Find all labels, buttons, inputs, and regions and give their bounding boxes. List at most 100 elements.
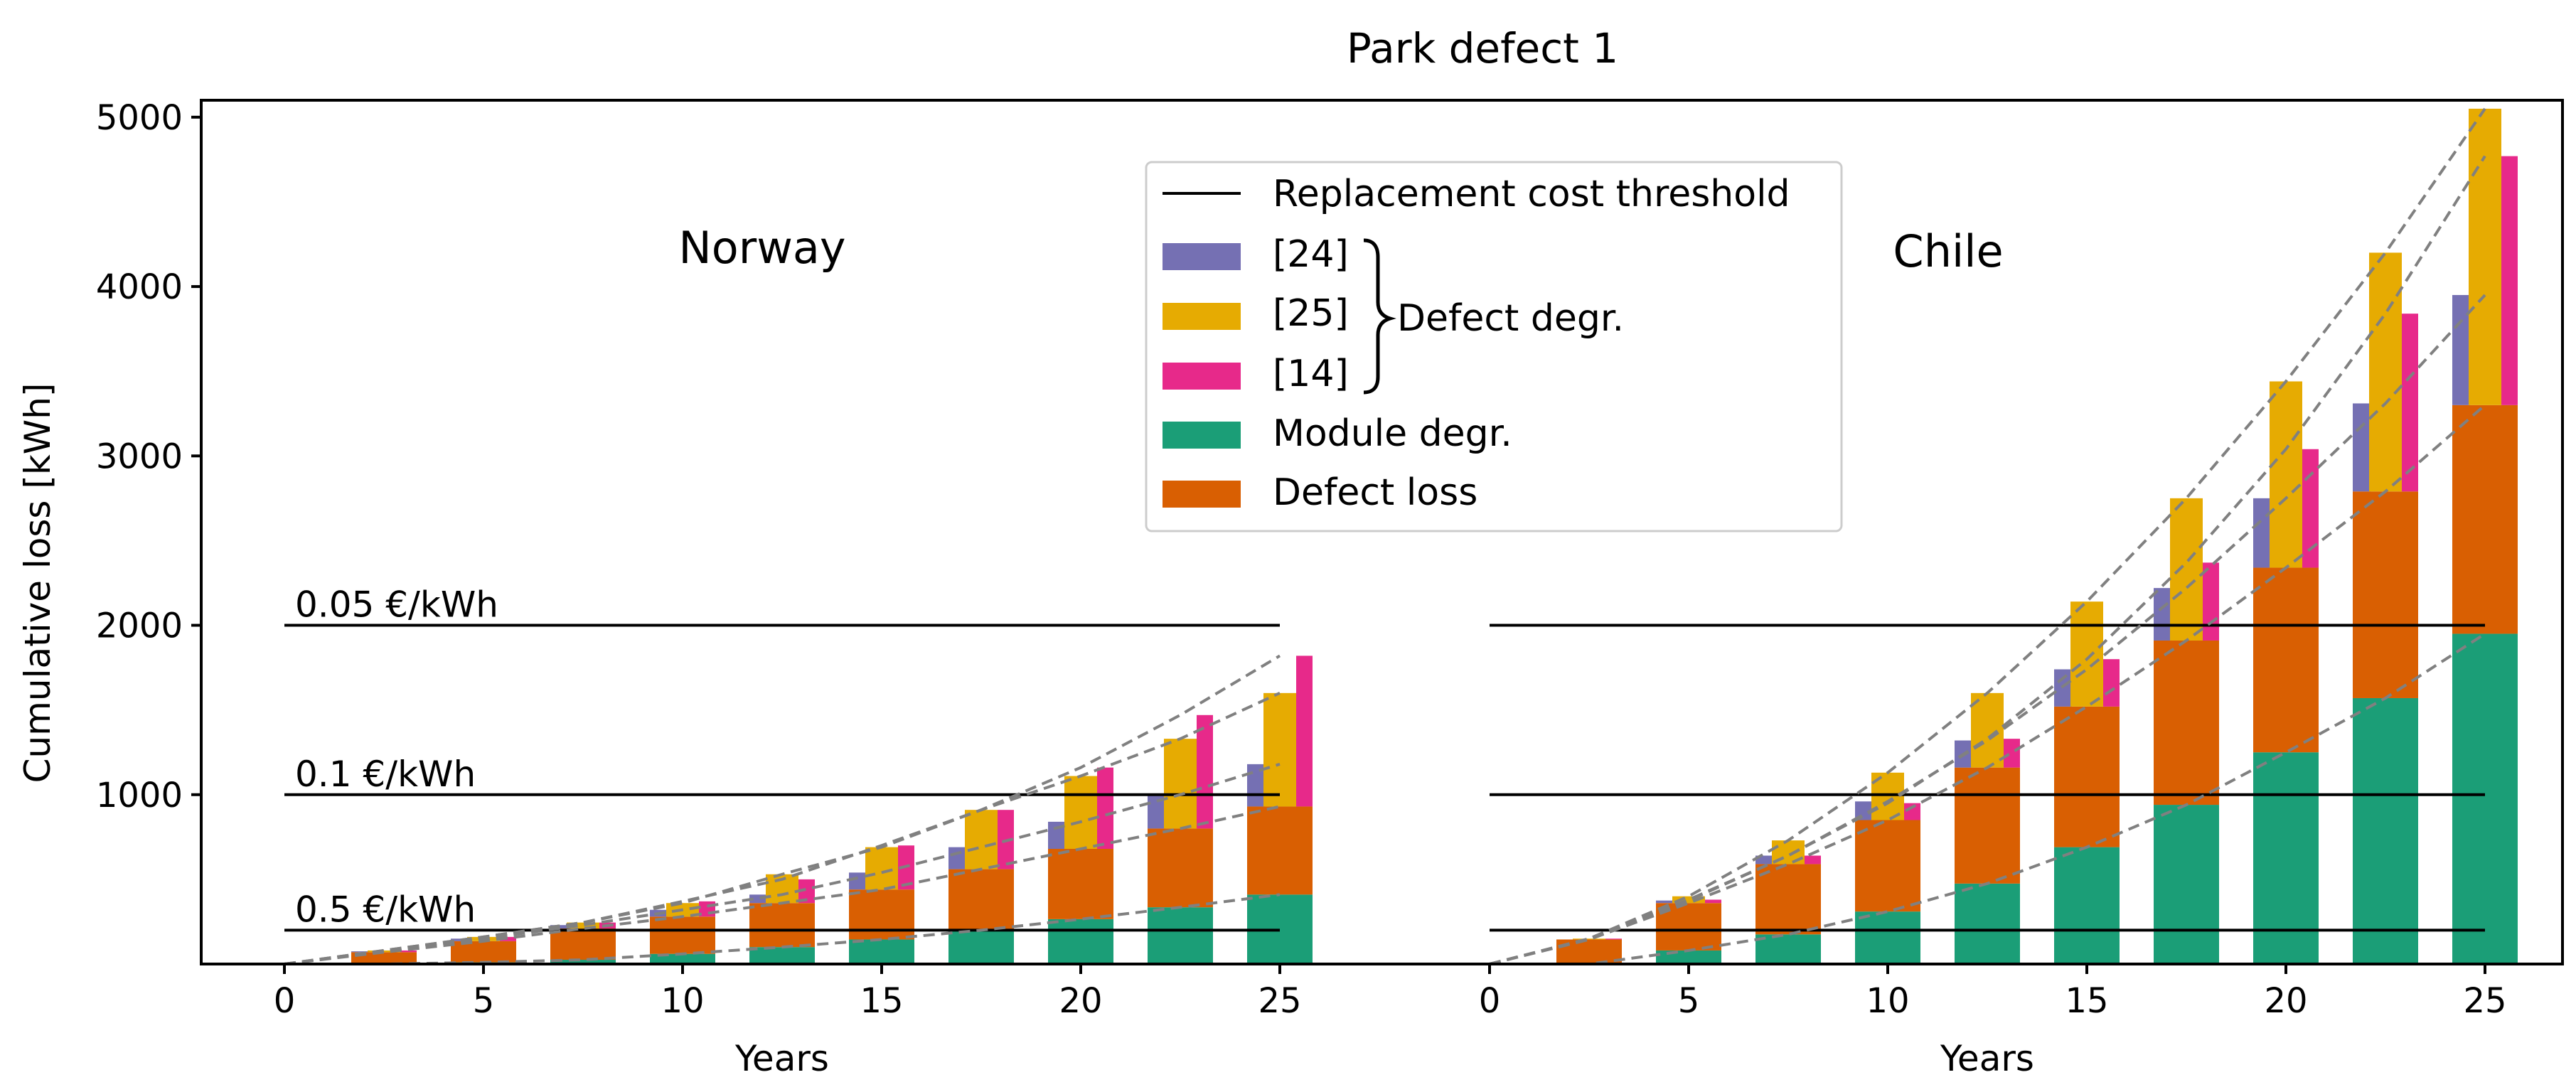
legend-label-threshold: Replacement cost threshold [1273,173,1790,215]
bar-module-chile-4 [1955,883,2020,964]
bar-d25-norway-7 [1064,776,1097,849]
bar-d24-chile-7 [2253,498,2271,568]
x-tick-label-chile-2: 10 [1866,981,1909,1021]
y-axis-label: Cumulative loss [kWh] [17,383,58,783]
bar-d24-chile-2 [1755,855,1773,864]
bar-module-chile-1 [1656,950,1721,964]
bar-defect-loss-norway-2 [550,928,616,960]
bar-d14-norway-9 [1296,655,1313,807]
legend-label-defect-loss: Defect loss [1273,471,1477,514]
bar-defect-loss-norway-4 [749,903,815,948]
bar-d25-chile-4 [1971,692,2004,768]
bar-d25-chile-5 [2070,601,2103,707]
x-tick-label-chile-4: 20 [2264,981,2307,1021]
bar-d14-chile-0 [1605,938,1622,940]
x-tick-label-norway-5: 25 [1258,981,1301,1021]
bar-d25-chile-0 [1573,938,1605,940]
bar-module-chile-8 [2353,697,2418,964]
bar-d14-chile-2 [1805,855,1821,864]
bar-d25-norway-2 [567,922,599,928]
bar-d24-norway-0 [351,951,369,953]
bar-d14-chile-3 [1904,803,1920,820]
bar-d24-chile-1 [1656,900,1674,904]
trend-defect_loss-chile [1489,404,2486,965]
bar-defect-loss-norway-8 [1148,828,1213,908]
bar-d24-norway-9 [1247,764,1265,807]
plot-frame [200,99,2564,965]
bar-d25-norway-0 [368,950,400,953]
bar-module-norway-2 [550,960,616,964]
bar-defect-loss-norway-7 [1048,849,1113,919]
bar-module-norway-5 [849,939,914,964]
bar-defect-loss-norway-0 [351,952,417,964]
y-tick-label-1: 2000 [96,606,183,646]
x-tick-label-norway-1: 5 [473,981,495,1021]
trend-defect_loss-norway [284,805,1281,965]
trend-module-chile [1490,632,2486,965]
bar-d24-norway-1 [451,938,469,941]
threshold-label-1: 0.1 €/kWh [295,754,476,795]
trend-d14-chile [1489,155,2486,965]
x-tick-label-chile-5: 25 [2463,981,2506,1021]
bar-defect-loss-chile-9 [2452,405,2518,634]
x-tick-label-norway-4: 20 [1059,981,1102,1021]
panel-label-chile: Chile [1893,225,2003,277]
legend-swatch-14 [1163,363,1241,390]
legend-swatch-defect-loss [1163,481,1241,508]
bar-d24-norway-4 [749,894,767,904]
bar-d14-norway-0 [400,950,417,953]
threshold-label-2: 0.5 €/kWh [295,889,476,930]
legend-label-module: Module degr. [1273,412,1512,455]
legend: Replacement cost threshold [24] [25] [14… [1145,161,1843,532]
bar-module-norway-3 [650,953,715,964]
bar-defect-loss-chile-2 [1755,864,1821,935]
trend-d14-norway [284,654,1281,965]
bar-d14-norway-1 [500,936,516,941]
bar-d25-chile-8 [2369,252,2402,492]
bar-defect-loss-chile-5 [2054,706,2120,847]
x-tick-label-norway-3: 15 [860,981,903,1021]
bar-module-norway-4 [749,947,815,964]
bar-module-chile-7 [2253,752,2319,964]
bar-defect-loss-norway-1 [451,941,516,963]
x-tick-label-chile-0: 0 [1479,981,1501,1021]
bar-d25-chile-6 [2170,498,2203,641]
bar-defect-loss-norway-9 [1247,806,1313,895]
bar-d24-norway-6 [948,847,966,869]
bar-d14-norway-7 [1097,767,1113,849]
legend-label-14: [14] [1273,353,1349,395]
legend-swatch-24 [1163,243,1241,270]
legend-label-24: [24] [1273,233,1349,276]
bar-defect-loss-chile-7 [2253,567,2319,753]
bar-d14-chile-4 [2004,739,2020,768]
bar-module-chile-5 [2054,847,2120,964]
bar-defect-loss-chile-6 [2154,640,2219,805]
bar-d25-chile-7 [2270,381,2302,568]
bar-d24-norway-5 [849,872,867,890]
bar-module-norway-6 [948,930,1014,964]
bar-module-norway-8 [1148,907,1213,964]
bar-d25-norway-5 [865,847,898,890]
bar-defect-loss-norway-6 [948,869,1014,931]
bar-d14-chile-5 [2103,659,2120,707]
bar-d25-chile-9 [2469,108,2501,405]
chart-title: Park defect 1 [1347,24,1618,73]
y-tick-label-2: 3000 [96,437,183,476]
bar-defect-loss-norway-3 [650,916,715,954]
bar-d25-norway-8 [1164,739,1197,829]
x-tick-label-norway-2: 10 [661,981,704,1021]
x-axis-label-norway: Years [734,1038,829,1079]
x-axis-label-chile: Years [1940,1038,2034,1079]
bar-d14-norway-4 [798,879,815,904]
bar-d24-chile-8 [2353,403,2371,492]
bar-module-chile-3 [1855,911,1920,964]
trend-d25-chile [1489,107,2486,965]
axis-layer: 0 5 10 15 20 25 Years 0 5 10 15 20 25 Years 1000 2000 30… [96,98,2507,1079]
bar-d14-norway-8 [1197,714,1213,829]
bar-d24-chile-9 [2452,294,2470,405]
x-tick-label-norway-0: 0 [274,981,296,1021]
bar-d14-chile-6 [2203,562,2219,641]
bar-d25-chile-1 [1672,896,1705,904]
bar-d24-chile-6 [2154,588,2171,641]
